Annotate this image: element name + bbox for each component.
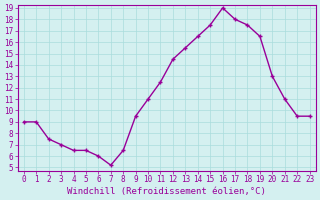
X-axis label: Windchill (Refroidissement éolien,°C): Windchill (Refroidissement éolien,°C) [67, 187, 266, 196]
